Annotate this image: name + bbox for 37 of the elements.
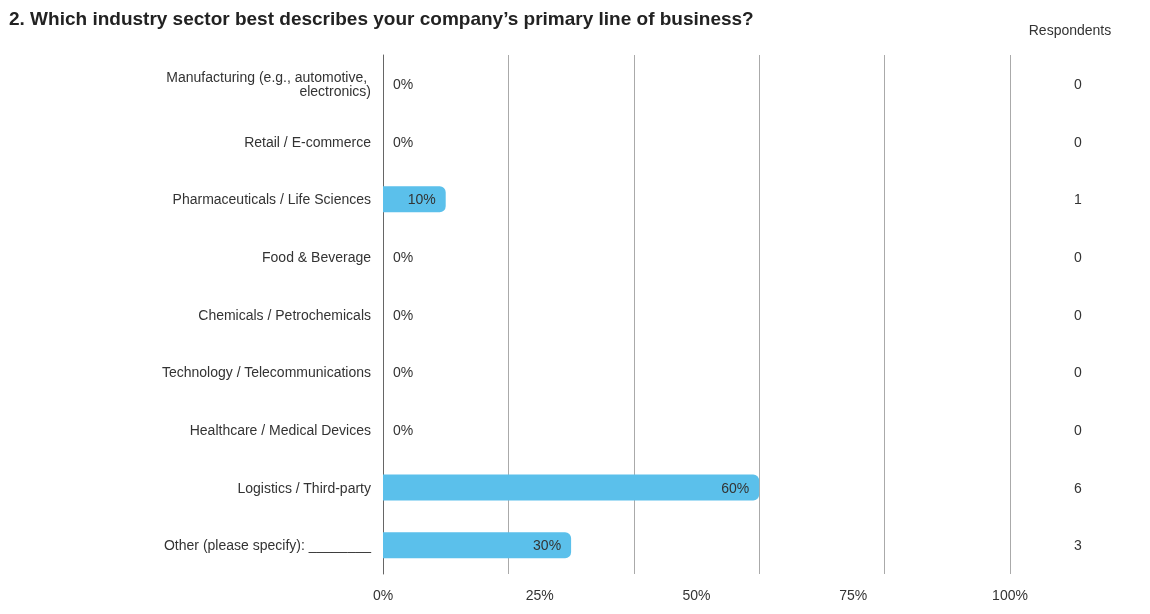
data-label: 60% (721, 479, 750, 496)
x-tick-label: 0% (372, 587, 394, 603)
y-tick-label: Technology / Telecommunications (161, 364, 371, 381)
data-label: 10% (407, 191, 436, 208)
text: 1 (1074, 191, 1083, 208)
y-tick-label: Healthcare / Medical Devices (189, 421, 371, 438)
y-tick-label: Other (please specify): ________ (163, 537, 372, 554)
bar (383, 474, 760, 501)
text: 0 (1074, 306, 1083, 323)
data-label: 0% (393, 421, 414, 438)
text: 0 (1074, 75, 1083, 92)
x-tick-label: 25% (525, 587, 554, 603)
y-tick-label: Logistics / Third-party (237, 479, 371, 496)
y-tick-label: Retail / E-commerce (244, 133, 372, 150)
text: Respondents (1028, 22, 1112, 38)
text: 0 (1074, 364, 1083, 381)
data-label: 0% (393, 248, 414, 265)
y-tick-label: Pharmaceuticals / Life Sciences (172, 191, 371, 208)
bar (383, 186, 446, 213)
data-label: 30% (533, 537, 562, 554)
data-label: 0% (393, 75, 414, 92)
bar (383, 532, 572, 559)
text: 0 (1074, 248, 1083, 265)
data-label: 0% (393, 133, 414, 150)
y-tick-label: Chemicals / Petrochemicals (198, 306, 371, 323)
x-tick-label: 50% (682, 587, 711, 603)
text: 0 (1074, 133, 1083, 150)
y-tick-label: Manufacturing (e.g., automotive, electronics) (166, 68, 371, 99)
x-tick-label: 100% (992, 587, 1028, 603)
data-label: 0% (393, 306, 414, 323)
y-tick-label: Food & Beverage (262, 248, 372, 265)
text: 3 (1074, 537, 1083, 554)
text: 6 (1074, 479, 1083, 496)
chart-title: 2. Which industry sector best describes your company’s primary line of business? (9, 8, 754, 29)
data-label: 0% (393, 364, 414, 381)
x-tick-label: 75% (839, 587, 868, 603)
text: 0 (1074, 421, 1083, 438)
